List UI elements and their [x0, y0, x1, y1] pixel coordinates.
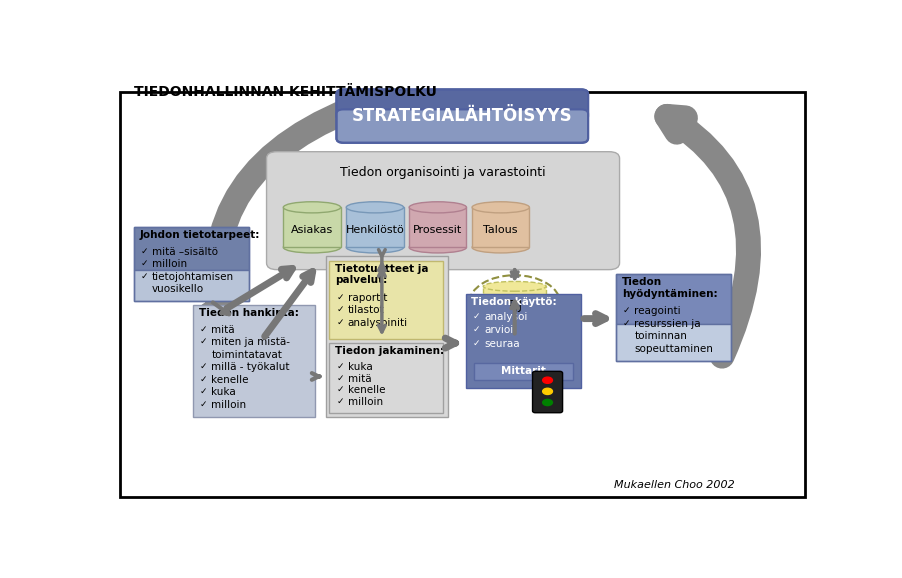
Text: vuosikello: vuosikello	[152, 284, 204, 294]
Text: ✓: ✓	[473, 339, 480, 347]
Text: milloin: milloin	[211, 399, 246, 410]
FancyBboxPatch shape	[336, 90, 588, 121]
Text: tietojohtamisen: tietojohtamisen	[152, 272, 234, 281]
Text: Henkilöstö: Henkilöstö	[345, 225, 404, 235]
Text: STRATEGIALÄHTÖISYYS: STRATEGIALÄHTÖISYYS	[352, 107, 573, 125]
Text: ✓: ✓	[623, 306, 630, 315]
Text: ✓: ✓	[200, 387, 207, 396]
FancyBboxPatch shape	[133, 227, 249, 270]
Ellipse shape	[410, 202, 466, 213]
Text: Tiedon käyttö:: Tiedon käyttö:	[472, 297, 557, 307]
FancyBboxPatch shape	[193, 305, 316, 417]
Text: ✓: ✓	[336, 318, 344, 327]
Text: tilastot: tilastot	[347, 305, 384, 315]
FancyBboxPatch shape	[472, 208, 529, 247]
Text: raportit: raportit	[347, 293, 387, 303]
FancyBboxPatch shape	[410, 208, 466, 247]
Ellipse shape	[472, 242, 529, 253]
FancyBboxPatch shape	[336, 109, 588, 143]
Ellipse shape	[472, 202, 529, 213]
Text: millä - työkalut: millä - työkalut	[211, 362, 290, 372]
Text: mitä –sisältö: mitä –sisältö	[152, 247, 218, 257]
FancyBboxPatch shape	[465, 294, 581, 388]
Text: Tiedon jakaminen:: Tiedon jakaminen:	[335, 346, 444, 355]
Text: Mittarit: Mittarit	[501, 366, 546, 376]
Text: milloin: milloin	[152, 260, 187, 269]
Text: Tiedon hankinta:: Tiedon hankinta:	[198, 308, 299, 318]
Text: kuka: kuka	[347, 362, 373, 372]
Ellipse shape	[483, 315, 547, 325]
Text: ✓: ✓	[336, 293, 344, 302]
Text: kenelle: kenelle	[211, 375, 249, 385]
Text: sopeuttaminen: sopeuttaminen	[634, 343, 713, 354]
Text: miten ja mistä-: miten ja mistä-	[211, 338, 290, 347]
Text: reagointi: reagointi	[634, 306, 681, 316]
Text: kuka: kuka	[211, 387, 236, 397]
Text: toimintatavat: toimintatavat	[211, 350, 282, 360]
Text: ✓: ✓	[200, 399, 207, 409]
FancyBboxPatch shape	[474, 362, 573, 380]
Text: Tiedon organisointi ja varastointi: Tiedon organisointi ja varastointi	[340, 166, 546, 179]
Circle shape	[543, 399, 552, 406]
Text: ✓: ✓	[200, 325, 207, 334]
Ellipse shape	[410, 242, 466, 253]
Ellipse shape	[346, 202, 403, 213]
Text: Tiedon
hyödyntäminen:: Tiedon hyödyntäminen:	[621, 277, 717, 299]
Text: arvioi: arvioi	[484, 325, 513, 335]
Text: mitä: mitä	[347, 374, 372, 384]
Text: ✓: ✓	[473, 325, 480, 334]
Text: toiminnan: toiminnan	[634, 331, 687, 341]
Ellipse shape	[483, 281, 547, 291]
Ellipse shape	[283, 202, 341, 213]
Text: seuraa: seuraa	[484, 339, 520, 349]
FancyBboxPatch shape	[133, 270, 249, 301]
FancyBboxPatch shape	[120, 91, 805, 497]
Text: ✓: ✓	[336, 305, 344, 314]
Text: mitä: mitä	[211, 325, 235, 335]
Text: Asiakas: Asiakas	[290, 225, 333, 235]
Text: ✓: ✓	[141, 272, 148, 281]
Text: analysoiniti: analysoiniti	[347, 318, 408, 328]
Text: Tietotuotteet ja
palvelut:: Tietotuotteet ja palvelut:	[335, 264, 428, 286]
Text: ✓: ✓	[336, 386, 344, 394]
Text: resurssien ja: resurssien ja	[634, 318, 701, 329]
FancyBboxPatch shape	[329, 261, 443, 339]
Text: kenelle: kenelle	[347, 386, 385, 395]
Text: TJJ: TJJ	[507, 299, 522, 312]
FancyBboxPatch shape	[532, 371, 563, 413]
FancyBboxPatch shape	[346, 208, 403, 247]
Text: ✓: ✓	[336, 397, 344, 406]
Ellipse shape	[346, 242, 403, 253]
FancyBboxPatch shape	[329, 343, 443, 413]
Text: Talous: Talous	[483, 225, 518, 235]
Text: Prosessit: Prosessit	[413, 225, 463, 235]
Circle shape	[543, 388, 552, 394]
Text: Johdon tietotarpeet:: Johdon tietotarpeet:	[139, 231, 260, 240]
Text: Mukaellen Choo 2002: Mukaellen Choo 2002	[614, 480, 735, 490]
Ellipse shape	[283, 242, 341, 253]
Text: ✓: ✓	[200, 375, 207, 384]
FancyBboxPatch shape	[616, 274, 732, 324]
Circle shape	[543, 377, 552, 383]
Text: TIEDONHALLINNAN KEHITTÄMISPOLKU: TIEDONHALLINNAN KEHITTÄMISPOLKU	[133, 85, 437, 99]
FancyBboxPatch shape	[283, 208, 341, 247]
Text: ✓: ✓	[336, 362, 344, 371]
Text: ✓: ✓	[141, 260, 148, 268]
Text: analysoi: analysoi	[484, 312, 528, 322]
Text: ✓: ✓	[200, 338, 207, 346]
FancyBboxPatch shape	[267, 151, 620, 270]
Text: ✓: ✓	[141, 247, 148, 256]
Text: ✓: ✓	[336, 374, 344, 383]
Text: ✓: ✓	[623, 318, 630, 328]
FancyBboxPatch shape	[326, 256, 448, 417]
FancyBboxPatch shape	[483, 286, 546, 320]
Text: milloin: milloin	[347, 397, 382, 407]
Text: ✓: ✓	[200, 362, 207, 371]
FancyBboxPatch shape	[616, 324, 732, 361]
Text: ✓: ✓	[473, 312, 480, 321]
